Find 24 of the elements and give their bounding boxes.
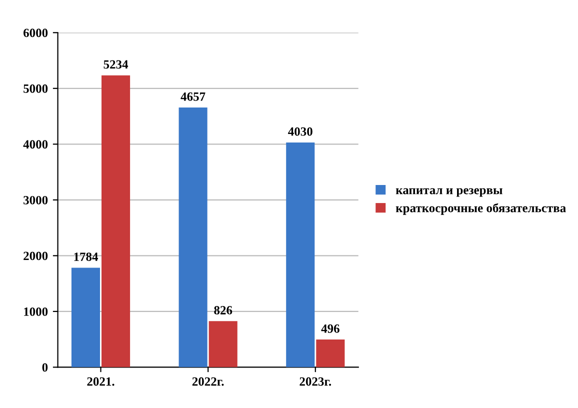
y-tick-label: 5000 bbox=[24, 84, 48, 93]
bar bbox=[102, 75, 130, 368]
data-label: 4030 bbox=[288, 127, 312, 136]
data-label: 4657 bbox=[180, 92, 206, 101]
y-tick-label: 3000 bbox=[24, 196, 48, 204]
bar bbox=[71, 268, 100, 368]
legend-label: капитал и резервы bbox=[396, 188, 502, 197]
bar bbox=[208, 321, 238, 368]
y-tick-label: 4000 bbox=[23, 140, 48, 149]
x-tick-label: 2023г. bbox=[300, 377, 332, 386]
bar bbox=[316, 340, 345, 368]
bar bbox=[178, 108, 208, 368]
y-tick-label: 6000 bbox=[24, 28, 48, 38]
x-tick-label: 2022г. bbox=[192, 377, 224, 386]
legend-label: краткосрочные обязательства bbox=[396, 203, 566, 215]
data-label: 496 bbox=[321, 324, 340, 333]
x-tick-label: 2021. bbox=[87, 377, 114, 386]
data-label: 826 bbox=[214, 306, 232, 314]
data-label: 1784 bbox=[74, 252, 98, 262]
y-tick-label: 2000 bbox=[24, 252, 48, 260]
y-tick-label: 1000 bbox=[24, 307, 48, 316]
y-tick-label: 0 bbox=[42, 363, 48, 372]
data-label: 5234 bbox=[104, 60, 128, 69]
bar bbox=[286, 142, 315, 368]
